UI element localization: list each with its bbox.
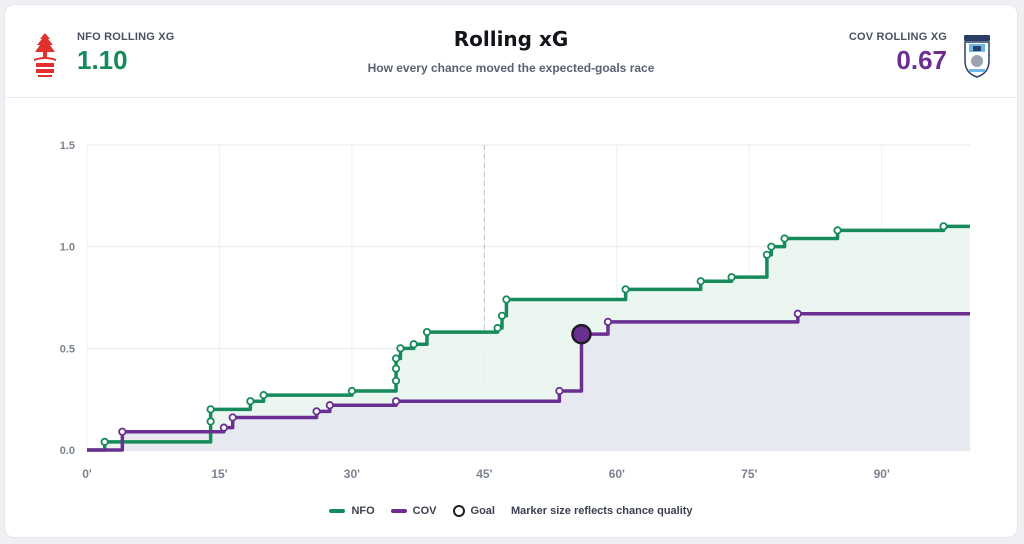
- legend-note-text: Marker size reflects chance quality: [510, 505, 693, 517]
- x-tick-label: 90': [874, 467, 890, 481]
- legend-item-nfo: NFO: [329, 505, 375, 517]
- nfo-chance-point: [939, 222, 948, 231]
- x-tick-label: 30': [344, 467, 360, 481]
- nfo-chance-point: [206, 405, 215, 414]
- cov-swatch: [390, 509, 407, 513]
- nfo-chance-point: [246, 397, 255, 406]
- chart-subtitle: How every chance moved the expected-goal…: [367, 61, 655, 75]
- nfo-chance-point: [497, 311, 507, 320]
- cov-chance-point: [793, 309, 802, 318]
- legend-item-goal: Goal: [452, 505, 495, 517]
- nottingham-forest-crest-icon: [34, 33, 56, 77]
- legend-item-cov: COV: [390, 505, 437, 517]
- cov-chance-point: [312, 407, 321, 416]
- cov-chance-point: [118, 427, 127, 436]
- nfo-chance-point: [621, 285, 630, 294]
- x-tick-label: 75': [741, 467, 757, 481]
- legend-label-goal: Goal: [470, 505, 495, 517]
- nfo-chance-point: [502, 295, 511, 304]
- y-tick-label: 0.5: [60, 343, 75, 355]
- nfo-chance-point: [727, 273, 736, 282]
- nfo-chance-point: [493, 323, 502, 333]
- chart-legend: NFO COV Goal Marker size reflects chance…: [5, 505, 1017, 517]
- cov-area: [87, 313, 970, 450]
- nfo-chance-point: [422, 327, 432, 337]
- nfo-chance-point: [206, 417, 215, 426]
- x-tick-label: 15': [211, 467, 227, 481]
- y-tick-label: 0.0: [60, 445, 75, 457]
- x-tick-label: 45': [476, 467, 492, 481]
- home-xg-label: NFO ROLLING XG: [77, 31, 175, 43]
- cov-chance-point: [391, 397, 401, 406]
- y-tick-label: 1.5: [60, 140, 75, 152]
- nfo-chance-point: [780, 234, 789, 243]
- cov-chance-point: [603, 317, 613, 326]
- nfo-chance-point: [259, 390, 268, 400]
- cov-chance-point: [228, 413, 237, 422]
- nfo-chance-point: [100, 437, 109, 446]
- nfo-chance-point: [391, 376, 401, 385]
- nfo-chance-point: [391, 364, 401, 373]
- cov-chance-point: [325, 401, 334, 410]
- y-tick-label: 1.0: [60, 242, 75, 254]
- nfo-chance-point: [409, 340, 418, 349]
- header: NFO ROLLING XG 1.10 Rolling xG How every…: [5, 5, 1017, 98]
- title-block: Rolling xG How every chance moved the ex…: [5, 27, 1017, 75]
- home-xg-value: 1.10: [77, 45, 128, 75]
- nfo-swatch: [329, 509, 346, 513]
- cov-chance-point: [219, 423, 228, 432]
- nfo-chance-point: [833, 226, 842, 235]
- coventry-city-crest-icon: [964, 35, 990, 78]
- nfo-chance-point: [696, 277, 705, 286]
- nfo-chance-point: [762, 250, 772, 259]
- legend-label-cov: COV: [412, 505, 437, 517]
- legend-label-nfo: NFO: [351, 505, 375, 517]
- x-tick-label: 0': [82, 467, 92, 481]
- away-team-summary: COV ROLLING XG 0.67: [849, 31, 993, 79]
- legend-note: Marker size reflects chance quality: [511, 505, 693, 517]
- nfo-chance-point: [396, 344, 405, 353]
- chart-title: Rolling xG: [453, 27, 569, 51]
- away-xg-value: 0.67: [896, 45, 947, 75]
- cov-goal-point: [571, 323, 592, 345]
- nfo-chance-point: [391, 354, 401, 363]
- nfo-chance-point: [347, 386, 356, 396]
- away-xg-label: COV ROLLING XG: [848, 31, 947, 43]
- nfo-chance-point: [767, 242, 776, 251]
- home-team-summary: NFO ROLLING XG 1.10: [29, 31, 175, 79]
- goal-ring-icon: [452, 505, 465, 517]
- cov-chance-point: [555, 386, 564, 396]
- x-tick-label: 60': [609, 467, 625, 481]
